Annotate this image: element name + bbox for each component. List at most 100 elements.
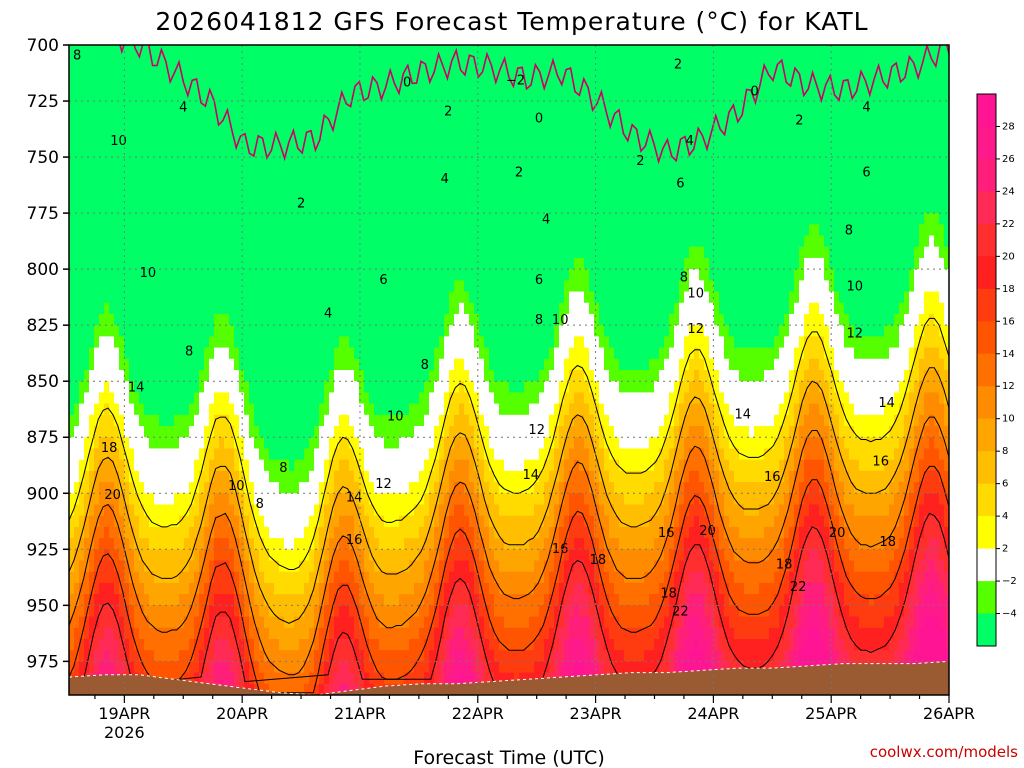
field-cell	[74, 224, 80, 237]
field-cell	[179, 213, 185, 225]
field-cell	[704, 56, 710, 69]
field-cell	[779, 157, 785, 169]
field-cell	[154, 325, 160, 337]
field-cell	[539, 89, 545, 102]
field-cell	[719, 45, 725, 57]
field-cell	[234, 257, 240, 270]
field-cell	[589, 336, 595, 349]
field-cell	[264, 313, 270, 326]
field-cell	[439, 213, 445, 225]
field-cell	[339, 179, 345, 192]
field-cell	[829, 325, 835, 337]
field-cell	[164, 358, 170, 371]
field-cell	[809, 78, 815, 91]
field-cell	[414, 67, 420, 80]
field-cell	[884, 45, 890, 57]
field-cell	[169, 67, 175, 80]
field-cell	[374, 112, 380, 125]
field-cell	[729, 347, 735, 360]
field-cell	[534, 89, 540, 102]
field-cell	[129, 347, 135, 360]
field-cell	[644, 313, 650, 326]
field-cell	[379, 56, 385, 69]
field-cell	[439, 313, 445, 326]
field-cell	[324, 145, 330, 158]
field-cell	[824, 336, 830, 349]
field-cell	[929, 213, 935, 225]
field-cell	[514, 157, 520, 169]
field-cell	[784, 269, 790, 281]
field-cell	[704, 325, 710, 337]
field-cell	[529, 269, 535, 281]
field-cell	[819, 67, 825, 80]
field-cell	[494, 78, 500, 91]
field-cell	[124, 190, 130, 203]
field-cell	[569, 336, 575, 349]
field-cell	[739, 313, 745, 326]
field-cell	[429, 347, 435, 360]
field-cell	[504, 190, 510, 203]
field-cell	[739, 145, 745, 158]
field-cell	[389, 134, 395, 147]
field-cell	[329, 347, 335, 360]
field-cell	[119, 257, 125, 270]
field-cell	[654, 291, 660, 304]
field-cell	[109, 269, 115, 281]
field-cell	[829, 112, 835, 125]
field-cell	[449, 347, 455, 360]
field-cell	[259, 190, 265, 203]
field-cell	[249, 325, 255, 337]
field-cell	[594, 302, 600, 315]
field-cell	[819, 157, 825, 169]
field-cell	[629, 347, 635, 360]
field-cell	[99, 269, 105, 281]
field-cell	[674, 134, 680, 147]
field-cell	[764, 302, 770, 315]
field-cell	[274, 145, 280, 158]
field-cell	[819, 235, 825, 248]
field-cell	[409, 291, 415, 304]
field-cell	[684, 257, 690, 270]
field-cell	[859, 280, 865, 293]
field-cell	[654, 280, 660, 293]
field-cell	[604, 101, 610, 113]
field-cell	[134, 101, 140, 113]
field-cell	[869, 280, 875, 293]
field-cell	[129, 45, 135, 57]
field-cell	[674, 302, 680, 315]
field-cell	[694, 313, 700, 326]
field-cell	[369, 89, 375, 102]
field-cell	[324, 257, 330, 270]
field-cell	[189, 168, 195, 181]
field-cell	[84, 123, 90, 136]
field-cell	[899, 78, 905, 91]
field-cell	[909, 201, 915, 214]
field-cell	[94, 291, 100, 304]
field-cell	[944, 190, 949, 203]
field-cell	[604, 134, 610, 147]
field-cell	[709, 168, 715, 181]
field-cell	[894, 291, 900, 304]
field-cell	[739, 291, 745, 304]
field-cell	[864, 134, 870, 147]
field-cell	[679, 179, 685, 192]
field-cell	[934, 269, 940, 281]
field-cell	[844, 168, 850, 181]
field-cell	[559, 67, 565, 80]
field-cell	[449, 134, 455, 147]
field-cell	[824, 291, 830, 304]
field-cell	[99, 123, 105, 136]
field-cell	[319, 257, 325, 270]
field-cell	[84, 302, 90, 315]
field-cell	[784, 168, 790, 181]
field-cell	[369, 67, 375, 80]
field-cell	[679, 134, 685, 147]
field-cell	[809, 313, 815, 326]
field-cell	[189, 213, 195, 225]
field-cell	[739, 269, 745, 281]
field-cell	[579, 246, 585, 259]
field-cell	[644, 347, 650, 360]
field-cell	[814, 112, 820, 125]
field-cell	[709, 246, 715, 259]
field-cell	[819, 101, 825, 113]
